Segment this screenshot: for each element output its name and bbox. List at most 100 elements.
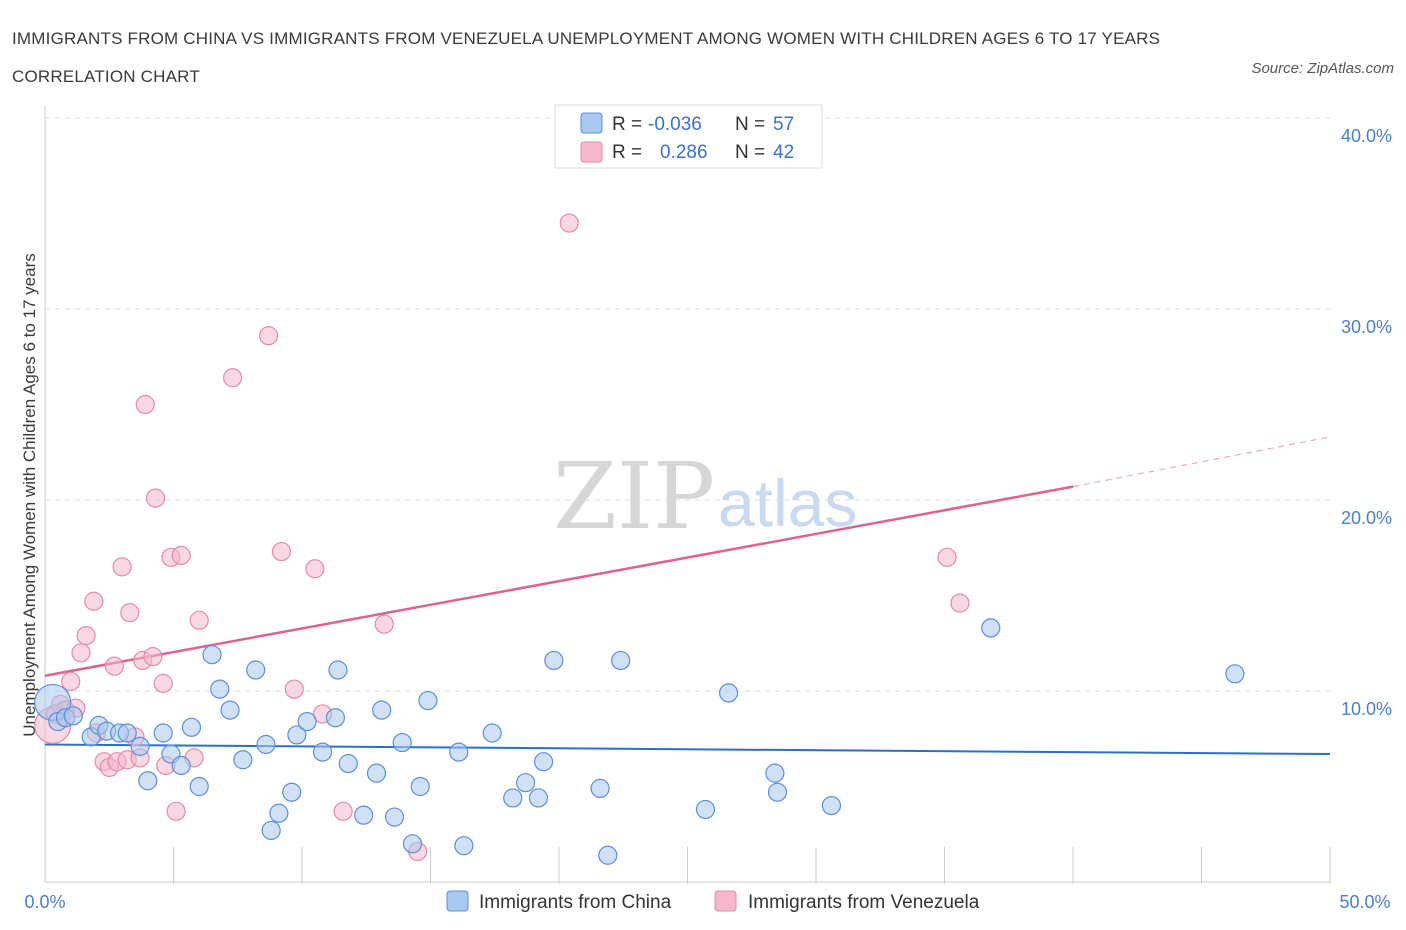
venezuela-point [305,559,325,579]
china-point [515,773,536,793]
china-n-label: N = [735,114,765,135]
watermark-atlas: atlas [718,466,857,540]
venezuela-n-value: 42 [773,142,794,163]
china-point [454,836,474,856]
venezuela-point [143,647,163,667]
china-point [544,650,564,671]
venezuela-point [120,603,140,623]
venezuela-point [937,547,957,567]
china-point [410,776,430,797]
venezuela-swatch [580,141,603,163]
china-point [202,645,222,665]
china-point [261,820,281,841]
china-point [503,788,523,808]
china-point [598,845,618,865]
series-china-points [34,618,1245,865]
china-point [372,700,392,720]
venezuela-point [284,679,304,699]
china-point [246,660,266,680]
china-point [695,799,716,820]
china-point [210,679,230,699]
china-point [287,725,307,745]
y-tick-label: 30.0% [1341,317,1392,337]
china-n-value: 57 [773,114,794,135]
venezuela-point [189,610,209,630]
source-label: Source: ZipAtlas.com [1251,60,1394,77]
venezuela-n-label: N = [735,142,765,163]
china-point [233,750,253,770]
china-point [482,723,502,743]
china-point [63,706,83,726]
legend-venezuela-swatch [714,890,737,912]
venezuela-point [61,671,81,692]
china-point [590,778,610,799]
x-axis-ticks [173,847,1331,884]
china-point [117,723,137,743]
china-point [384,807,405,827]
china-point [325,708,346,728]
watermark-zip: ZIP [553,443,715,550]
china-point [528,788,549,808]
china-point [181,717,202,737]
venezuela-point [171,545,191,565]
venezuela-point [374,614,394,634]
legend-china-swatch [446,890,469,912]
x-tick-label-max: 50.0% [1339,892,1390,912]
china-point [821,795,842,816]
china-point [981,618,1001,638]
chart-title: IMMIGRANTS FROM CHINA VS IMMIGRANTS FROM… [12,29,1161,86]
venezuela-point [223,368,243,388]
china-point [256,734,276,755]
china-point [366,763,387,783]
china-point [611,650,631,671]
x-tick-label-min: 0.0% [24,892,65,912]
china-point [171,755,191,776]
china-point [1225,664,1245,684]
venezuela-point [153,673,173,693]
venezuela-r-label: R = [612,142,642,163]
china-point [449,742,469,762]
venezuela-point [71,643,91,663]
venezuela-trend-extension [1072,436,1331,488]
venezuela-point [112,557,132,577]
venezuela-r-value: 0.286 [660,142,708,163]
china-point [297,711,317,732]
china-point [328,660,348,680]
venezuela-point [84,591,104,611]
legend-china-label: Immigrants from China [479,892,672,913]
china-point [269,803,289,823]
grid-lines [45,117,1330,692]
stats-legend: R = -0.036 N = 57 R = 0.286 N = 42 [554,104,823,169]
china-point [767,782,788,802]
venezuela-point [76,626,96,646]
china-point [402,834,423,854]
china-swatch [580,112,603,134]
venezuela-trend-line [44,485,1074,677]
china-point [392,732,412,753]
venezuela-point [166,801,186,821]
china-point [130,736,150,756]
china-point [533,752,554,772]
china-point [719,683,739,703]
china-r-label: R = [612,114,642,135]
china-point [220,700,240,720]
y-axis-label: Unemployment Among Women with Children A… [20,253,39,737]
venezuela-point [145,488,166,508]
china-point [765,763,785,783]
venezuela-point [104,656,124,676]
china-point [189,776,209,797]
venezuela-point [271,541,292,562]
series-legend: Immigrants from China Immigrants from Ve… [446,890,980,913]
china-r-value: -0.036 [648,114,702,135]
china-point [418,690,438,711]
venezuela-point [559,213,579,233]
y-tick-label: 20.0% [1341,508,1392,528]
china-point [338,753,358,774]
venezuela-point [333,801,353,821]
china-point [354,805,374,825]
venezuela-point [135,394,155,415]
china-point [138,771,158,791]
y-tick-label: 10.0% [1341,699,1392,719]
china-point [312,742,333,762]
